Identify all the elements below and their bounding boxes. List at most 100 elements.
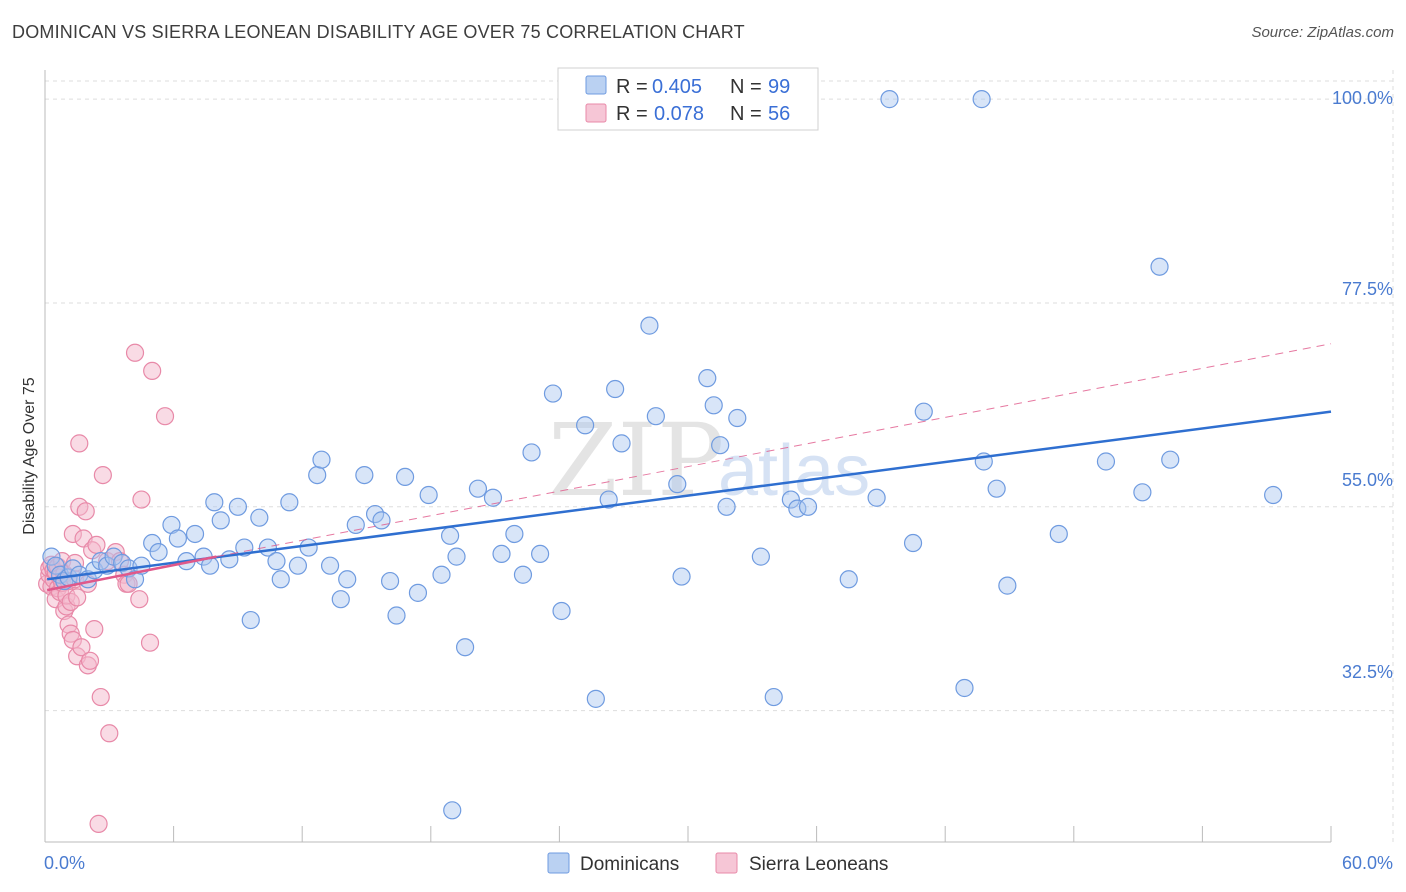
source-credit: Source: ZipAtlas.com [1251, 24, 1394, 41]
data-point-dominican [880, 90, 899, 109]
data-point-dominican [432, 565, 451, 584]
x-tick-labels: 0.0% 60.0% [44, 853, 1393, 873]
data-point-dominican [599, 490, 618, 509]
data-point-dominican [522, 443, 541, 462]
data-point-sierra-leonean [80, 651, 100, 670]
data-point-dominican [241, 610, 260, 630]
data-point-dominican [711, 436, 730, 455]
trend-line-sierra-leoneans-extension [216, 343, 1332, 558]
data-point-sierra-leonean [132, 490, 151, 509]
x-tick-label-min: 0.0% [44, 853, 85, 873]
data-point-dominican [387, 606, 406, 625]
data-point-sierra-leonean [100, 724, 119, 743]
data-point-dominican [972, 90, 991, 109]
data-point-dominican [468, 479, 488, 498]
data-point-sierra-leonean [76, 502, 95, 521]
y-tick-label: 77.5% [1342, 279, 1393, 299]
data-point-dominican [987, 479, 1006, 498]
data-point-sierra-leonean [72, 638, 91, 657]
data-point-dominican [781, 490, 800, 509]
legend-r-value-pink: 0.078 [654, 103, 704, 125]
data-point-dominican [531, 544, 550, 564]
data-point-dominican [1150, 257, 1169, 276]
data-point-dominican [751, 547, 770, 566]
data-point-dominican [143, 533, 162, 553]
data-point-dominican [355, 465, 374, 485]
legend-r-label: R = [616, 76, 648, 98]
data-point-dominican [492, 544, 511, 564]
x-tick-label-max: 60.0% [1342, 853, 1393, 873]
y-tick-label: 100.0% [1332, 88, 1393, 108]
data-point-dominican [717, 497, 736, 516]
data-point-dominican [419, 485, 438, 505]
data-point-dominican [346, 515, 365, 535]
bottom-legend-swatch-sierra-leoneans [715, 852, 738, 874]
trend-line-sierra-leoneans [46, 555, 217, 592]
data-point-dominican [1096, 452, 1116, 471]
bottom-legend-label-dominicans: Dominicans [580, 854, 679, 875]
data-point-dominican [271, 570, 290, 589]
legend-n-value-blue: 99 [768, 76, 790, 98]
data-point-dominican [998, 576, 1017, 595]
chart-title: DOMINICAN VS SIERRA LEONEAN DISABILITY A… [12, 22, 745, 42]
series-dominicans [42, 90, 1283, 820]
data-point-dominican [704, 396, 723, 415]
data-point-dominican [408, 583, 428, 602]
data-point-dominican [185, 524, 205, 544]
data-point-dominican [543, 384, 563, 403]
data-point-sierra-leonean [140, 633, 160, 652]
data-point-dominican [798, 497, 818, 516]
data-point-sierra-leonean [70, 434, 89, 453]
data-point-dominican [505, 524, 524, 544]
data-point-sierra-leonean [143, 361, 162, 381]
data-point-dominican [338, 570, 357, 589]
trend-line-dominicans [46, 410, 1332, 581]
data-point-dominican [668, 475, 687, 494]
data-point-dominican [228, 497, 247, 516]
trend-lines [46, 343, 1332, 592]
legend-n-label: N = [730, 103, 762, 125]
data-point-dominican [312, 450, 331, 469]
data-point-sierra-leonean [91, 687, 110, 707]
data-point-dominican [552, 601, 571, 621]
data-point-dominican [395, 467, 415, 487]
data-point-sierra-leonean [155, 407, 175, 426]
legend: R = 0.405 N = 99 R = 0.078 N = 56 [557, 67, 819, 131]
data-point-sierra-leonean [89, 814, 108, 833]
data-point-dominican [1264, 485, 1283, 505]
legend-r-label: R = [616, 103, 648, 125]
data-point-dominican [764, 687, 783, 707]
data-point-sierra-leonean [130, 590, 149, 609]
data-point-dominican [646, 407, 665, 426]
data-point-dominican [211, 511, 230, 530]
data-point-sierra-leonean [87, 535, 106, 554]
data-point-dominican [205, 493, 224, 512]
watermark: ZIP atlas [548, 402, 870, 519]
data-point-dominican [320, 556, 340, 575]
bottom-legend-swatch-dominicans [547, 852, 570, 874]
series-sierra-leoneans [38, 343, 175, 833]
data-point-dominican [440, 526, 460, 545]
data-point-dominican [1049, 524, 1068, 544]
y-tick-labels: 32.5% 55.0% 77.5% 100.0% [1332, 88, 1393, 682]
data-point-dominican [331, 590, 350, 609]
data-point-dominican [640, 316, 659, 335]
data-point-dominican [299, 538, 318, 557]
y-axis-label: Disability Age Over 75 [21, 377, 38, 535]
data-point-dominican [914, 402, 933, 421]
data-point-dominican [606, 379, 625, 399]
data-point-dominican [42, 547, 61, 566]
data-point-dominican [1133, 483, 1152, 502]
data-point-sierra-leonean [68, 588, 87, 607]
data-point-dominican [149, 542, 168, 562]
data-point-dominican [513, 565, 533, 584]
data-point-dominican [698, 369, 717, 388]
data-point-dominican [672, 567, 691, 586]
legend-n-label: N = [730, 76, 762, 98]
legend-swatch-blue [585, 75, 607, 95]
data-point-dominican [280, 493, 299, 512]
data-point-sierra-leonean [85, 620, 104, 639]
bottom-legend: Dominicans Sierra Leoneans [547, 852, 888, 875]
watermark-atlas: atlas [718, 431, 870, 511]
